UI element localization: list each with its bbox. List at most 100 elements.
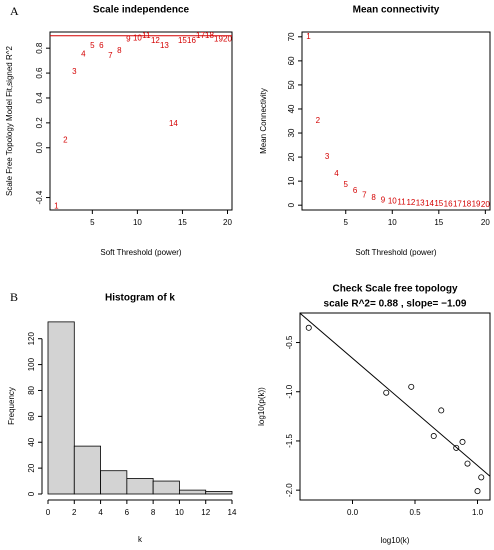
point-label: 16 xyxy=(187,36,196,45)
y-tick-label: 0.4 xyxy=(35,92,44,104)
x-tick-label: 10 xyxy=(175,508,184,517)
point-label: 20 xyxy=(481,200,490,209)
x-tick-label: 0.5 xyxy=(409,508,421,517)
x-axis-label: log10(k) xyxy=(381,536,410,545)
point-label: 18 xyxy=(462,200,471,209)
point xyxy=(459,438,466,445)
y-tick-label: 0.0 xyxy=(35,142,44,154)
point-label: 10 xyxy=(133,33,142,42)
point-label: 7 xyxy=(362,191,367,200)
y-tick-label: 20 xyxy=(27,463,36,472)
x-tick-label: 1.0 xyxy=(472,508,484,517)
chart-title: Check Scale free topology xyxy=(332,284,457,295)
point-label: 6 xyxy=(99,41,104,50)
point-label: 17 xyxy=(453,199,462,208)
plot-box xyxy=(301,31,491,211)
point xyxy=(453,444,460,451)
point-label: 5 xyxy=(90,41,95,50)
y-tick-label: 0 xyxy=(287,202,296,207)
y-tick-label: -0.5 xyxy=(285,335,294,349)
y-tick-label: -1.5 xyxy=(285,434,294,448)
point-label: 8 xyxy=(117,46,122,55)
chart-title: Histogram of k xyxy=(105,293,175,304)
y-tick-label: 70 xyxy=(287,32,296,41)
point-label: 3 xyxy=(72,67,77,76)
point-label: 11 xyxy=(142,31,151,40)
point-label: 13 xyxy=(160,41,169,50)
bar xyxy=(100,470,128,495)
point-label: 9 xyxy=(126,35,131,44)
point-label: 16 xyxy=(444,199,453,208)
x-tick-label: 14 xyxy=(228,508,237,517)
bar xyxy=(152,480,180,495)
point xyxy=(474,488,481,495)
y-tick-label: 10 xyxy=(287,176,296,185)
point-label: 20 xyxy=(223,35,232,44)
y-tick-label: 60 xyxy=(287,56,296,65)
y-tick-label: 60 xyxy=(27,411,36,420)
point-label: 10 xyxy=(388,197,397,206)
y-tick-label: 0.8 xyxy=(35,42,44,54)
point-label: 11 xyxy=(397,197,406,206)
y-tick-label: 40 xyxy=(287,104,296,113)
plot-box xyxy=(49,31,233,211)
point-label: 13 xyxy=(416,198,425,207)
x-axis-label: Soft Threshold (power) xyxy=(355,248,437,257)
point-label: 2 xyxy=(63,135,68,144)
x-tick-label: 15 xyxy=(434,218,443,227)
x-tick-label: 5 xyxy=(344,218,349,227)
x-tick-label: 10 xyxy=(133,218,142,227)
point xyxy=(464,460,471,467)
panel-label: A xyxy=(10,4,19,18)
point-label: 19 xyxy=(214,35,223,44)
point xyxy=(383,389,390,396)
bar xyxy=(126,478,154,495)
x-axis-label: k xyxy=(138,535,143,544)
y-tick-label: 50 xyxy=(287,80,296,89)
point-label: 14 xyxy=(169,119,178,128)
point-label: 4 xyxy=(334,169,339,178)
y-tick-label: 0 xyxy=(27,491,36,496)
x-tick-label: 20 xyxy=(223,218,232,227)
point xyxy=(438,407,445,414)
bar xyxy=(179,489,207,495)
y-tick-label: 120 xyxy=(27,331,36,345)
y-axis-label: Scale Free Topology Model Fit,signed R^2 xyxy=(5,45,14,195)
point-label: 3 xyxy=(325,152,330,161)
y-tick-label: 0.2 xyxy=(35,117,44,129)
x-tick-label: 15 xyxy=(178,218,187,227)
x-tick-label: 6 xyxy=(125,508,130,517)
y-tick-label: 30 xyxy=(287,128,296,137)
bar xyxy=(205,491,233,495)
plot-box xyxy=(299,312,491,501)
x-tick-label: 5 xyxy=(90,218,95,227)
x-tick-label: 10 xyxy=(388,218,397,227)
point-label: 18 xyxy=(205,31,214,40)
point-label: 6 xyxy=(353,186,358,195)
x-tick-label: 12 xyxy=(201,508,210,517)
chart-title: Scale independence xyxy=(93,5,190,16)
y-tick-label: 40 xyxy=(27,437,36,446)
point-label: 14 xyxy=(425,199,434,208)
chart-subtitle: scale R^2= 0.88 , slope= −1.09 xyxy=(324,299,467,310)
point-label: 19 xyxy=(472,200,481,209)
bar xyxy=(73,445,101,495)
x-tick-label: 0 xyxy=(46,508,51,517)
y-axis-label: log10(p(k)) xyxy=(257,387,266,426)
point-label: 12 xyxy=(151,36,160,45)
point xyxy=(430,433,437,440)
x-axis-label: Soft Threshold (power) xyxy=(100,248,182,257)
x-tick-label: 0.0 xyxy=(347,508,359,517)
point xyxy=(408,383,415,390)
y-axis-label: Frequency xyxy=(7,387,16,425)
x-tick-label: 20 xyxy=(481,218,490,227)
y-tick-label: 100 xyxy=(27,357,36,371)
y-tick-label: -1.0 xyxy=(285,384,294,398)
fit-line xyxy=(300,313,490,477)
point-label: 15 xyxy=(434,199,443,208)
y-tick-label: 0.6 xyxy=(35,67,44,79)
point-label: 15 xyxy=(178,36,187,45)
point-label: 5 xyxy=(344,180,349,189)
panel-label: B xyxy=(10,290,18,304)
point-label: 17 xyxy=(196,31,205,40)
